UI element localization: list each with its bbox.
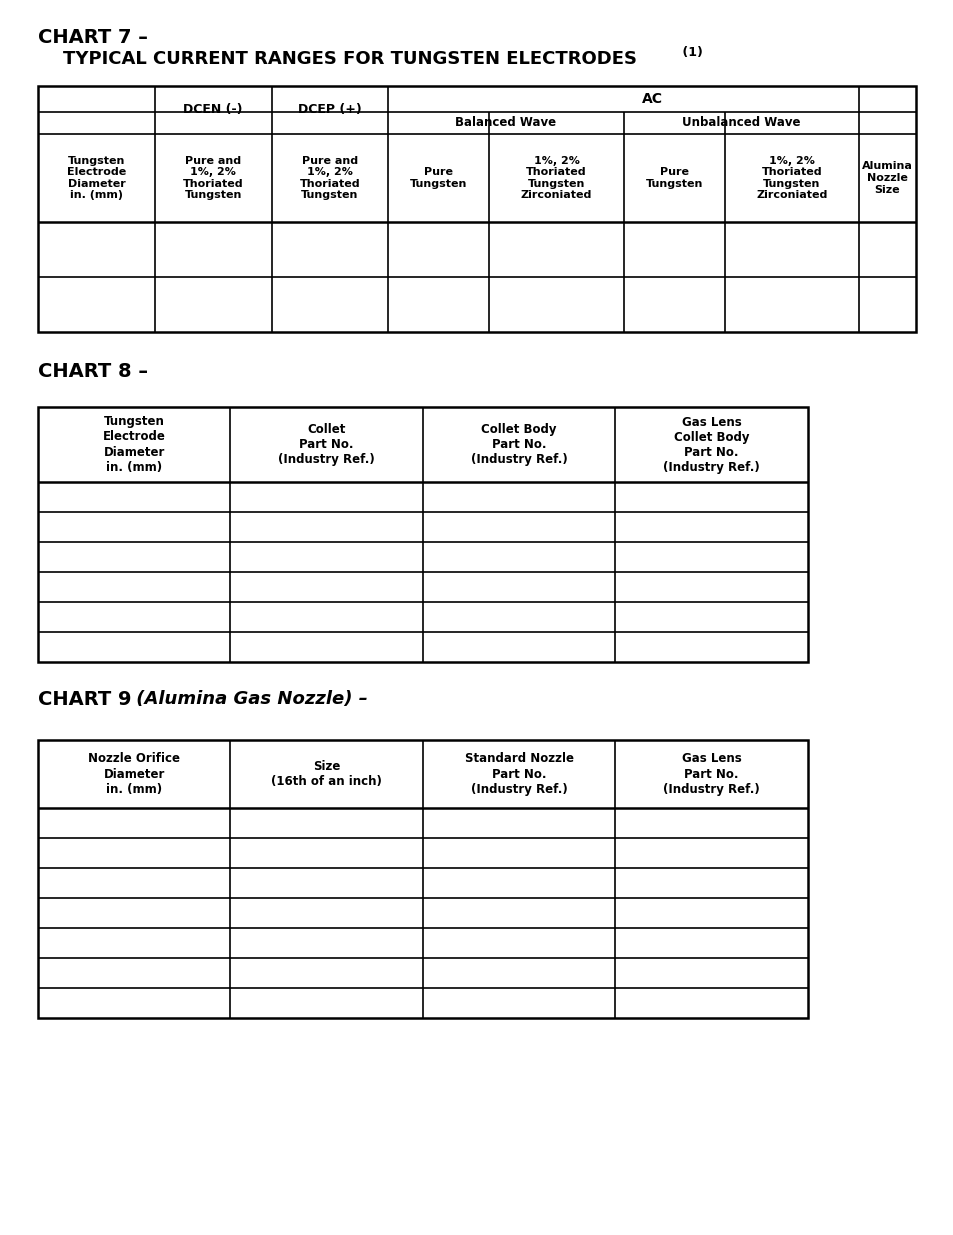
Text: Nozzle Orifice
Diameter
in. (mm): Nozzle Orifice Diameter in. (mm): [89, 752, 180, 795]
Text: Gas Lens
Part No.
(Industry Ref.): Gas Lens Part No. (Industry Ref.): [662, 752, 760, 795]
Text: Pure
Tungsten: Pure Tungsten: [645, 167, 702, 189]
Text: CHART 8 –: CHART 8 –: [38, 362, 148, 382]
Text: Pure
Tungsten: Pure Tungsten: [410, 167, 467, 189]
Text: Size
(16th of an inch): Size (16th of an inch): [271, 760, 382, 788]
Text: DCEP (+): DCEP (+): [297, 104, 361, 116]
Text: Gas Lens
Collet Body
Part No.
(Industry Ref.): Gas Lens Collet Body Part No. (Industry …: [662, 415, 760, 473]
Text: CHART 7 –: CHART 7 –: [38, 28, 148, 47]
Text: TYPICAL CURRENT RANGES FOR TUNGSTEN ELECTRODES: TYPICAL CURRENT RANGES FOR TUNGSTEN ELEC…: [38, 49, 637, 68]
Text: Collet
Part No.
(Industry Ref.): Collet Part No. (Industry Ref.): [278, 424, 375, 466]
Text: Tungsten
Electrode
Diameter
in. (mm): Tungsten Electrode Diameter in. (mm): [103, 415, 166, 473]
Text: Pure and
1%, 2%
Thoriated
Tungsten: Pure and 1%, 2% Thoriated Tungsten: [183, 156, 243, 200]
Text: Alumina
Nozzle
Size: Alumina Nozzle Size: [862, 162, 912, 195]
Text: Tungsten
Electrode
Diameter
in. (mm): Tungsten Electrode Diameter in. (mm): [67, 156, 126, 200]
Text: CHART 9: CHART 9: [38, 690, 132, 709]
Text: 1%, 2%
Thoriated
Tungsten
Zirconiated: 1%, 2% Thoriated Tungsten Zirconiated: [520, 156, 592, 200]
Text: Balanced Wave: Balanced Wave: [455, 116, 556, 130]
Text: Collet Body
Part No.
(Industry Ref.): Collet Body Part No. (Industry Ref.): [471, 424, 567, 466]
Text: Pure and
1%, 2%
Thoriated
Tungsten: Pure and 1%, 2% Thoriated Tungsten: [299, 156, 360, 200]
Text: (Alumina Gas Nozzle) –: (Alumina Gas Nozzle) –: [130, 690, 367, 708]
Text: AC: AC: [641, 91, 662, 106]
Text: Unbalanced Wave: Unbalanced Wave: [681, 116, 800, 130]
Text: 1%, 2%
Thoriated
Tungsten
Zirconiated: 1%, 2% Thoriated Tungsten Zirconiated: [756, 156, 826, 200]
Text: DCEN (-): DCEN (-): [183, 104, 243, 116]
Bar: [38, 408, 807, 662]
Text: (1): (1): [678, 46, 702, 59]
Bar: [38, 740, 807, 1018]
Bar: [38, 86, 915, 332]
Text: Standard Nozzle
Part No.
(Industry Ref.): Standard Nozzle Part No. (Industry Ref.): [464, 752, 573, 795]
